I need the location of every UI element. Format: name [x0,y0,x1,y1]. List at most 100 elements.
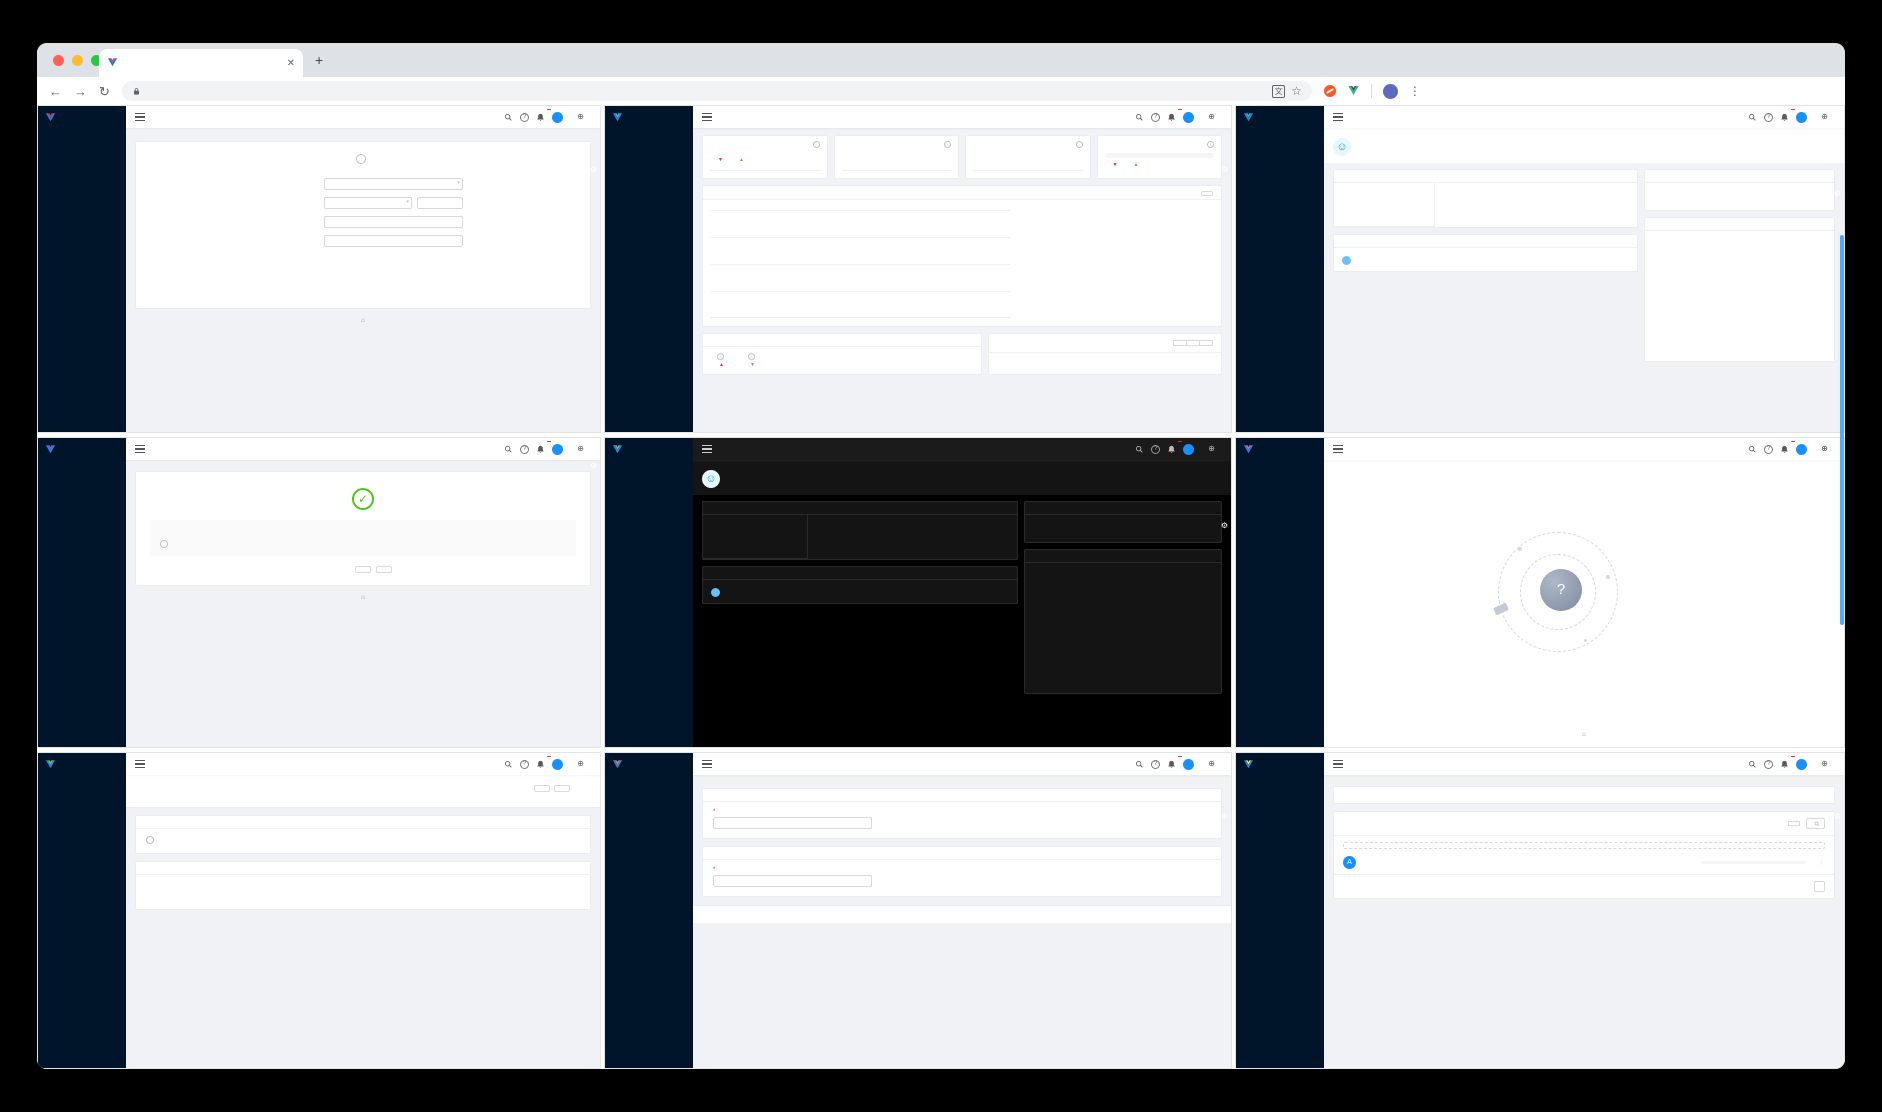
date-range-picker[interactable] [1201,191,1213,196]
add-item-button[interactable] [1343,842,1825,849]
menu-collapse-icon[interactable] [1333,760,1343,768]
browser-profile-avatar[interactable] [1382,83,1398,99]
amount-input[interactable] [324,235,463,247]
app-logo[interactable] [605,106,693,130]
user-avatar[interactable] [1796,443,1808,455]
search-icon[interactable] [1748,445,1757,454]
pagination-page[interactable] [1814,881,1825,892]
main-action-button[interactable] [574,785,590,792]
theme-settings-gear[interactable]: ⚙ [1218,809,1231,824]
project-card[interactable] [703,515,808,559]
search-icon[interactable] [1135,113,1144,122]
app-logo[interactable] [1236,106,1324,130]
notification-bell-icon[interactable] [536,440,552,454]
menu-collapse-icon[interactable] [135,113,145,121]
language-icon[interactable]: ⊕ [1208,759,1215,768]
help-icon[interactable]: ? [1151,112,1161,122]
menu-collapse-icon[interactable] [702,113,712,121]
channel-online-button[interactable] [1186,340,1200,346]
theme-settings-gear[interactable]: ⚙ [1218,518,1231,533]
notification-bell-icon[interactable] [536,755,552,769]
vue-devtools-icon[interactable] [1347,85,1360,97]
language-icon[interactable]: ⊕ [1821,112,1828,121]
search-icon[interactable] [1135,760,1144,769]
print-button[interactable] [376,566,392,573]
search-icon[interactable] [504,113,513,122]
receiver-account-input[interactable] [417,197,463,209]
browser-menu-icon[interactable]: ⋮ [1408,84,1421,98]
app-logo[interactable] [605,753,693,777]
extension-icon[interactable] [1323,85,1336,97]
menu-collapse-icon[interactable] [1333,113,1343,121]
notification-bell-icon[interactable] [1780,440,1796,454]
user-avatar[interactable] [1183,443,1195,455]
payment-account-select[interactable] [324,178,463,190]
language-icon[interactable]: ⊕ [1821,444,1828,453]
form-input[interactable] [713,817,873,829]
user-avatar[interactable] [1796,758,1808,770]
help-icon[interactable]: ? [520,759,530,769]
window-controls[interactable] [53,55,102,66]
filter-button[interactable] [1788,821,1800,826]
sidebar-menu-item[interactable] [1236,780,1324,797]
forward-icon[interactable]: → [74,83,87,99]
sidebar-menu-item[interactable] [38,780,126,797]
sidebar-menu-item[interactable] [605,780,693,797]
receiver-type-select[interactable] [324,197,412,209]
notification-bell-icon[interactable] [1780,108,1796,122]
app-logo[interactable] [38,106,126,130]
bookmark-star-icon[interactable]: ☆ [1291,84,1302,98]
theme-settings-gear[interactable]: ⚙ [1831,186,1844,201]
user-avatar[interactable] [1183,758,1195,770]
help-icon[interactable]: ? [1764,112,1774,122]
search-icon[interactable] [1748,760,1757,769]
language-icon[interactable]: ⊕ [1208,444,1215,453]
add-button[interactable] [1033,532,1041,535]
form-input[interactable] [713,875,873,887]
help-icon[interactable]: ? [1151,759,1161,769]
user-avatar[interactable] [552,758,564,770]
notification-bell-icon[interactable] [1780,755,1796,769]
app-logo[interactable] [1236,753,1324,777]
theme-settings-gear[interactable]: ⚙ [587,458,600,473]
search-icon[interactable] [504,760,513,769]
address-bar[interactable]: 文 ☆ [121,81,1312,101]
back-icon[interactable]: ← [49,83,62,99]
sidebar-menu-item[interactable] [605,465,693,482]
user-avatar[interactable] [1796,111,1808,123]
user-avatar[interactable] [1183,111,1195,123]
menu-collapse-icon[interactable] [135,445,145,453]
notification-bell-icon[interactable] [1167,108,1183,122]
tab-close-icon[interactable]: ✕ [286,57,295,69]
language-icon[interactable]: ⊕ [577,112,584,121]
app-logo[interactable] [1236,438,1324,462]
help-icon[interactable]: ? [1764,444,1774,454]
language-icon[interactable]: ⊕ [577,759,584,768]
back-to-list-button[interactable] [334,566,350,573]
search-icon[interactable] [1135,445,1144,454]
sidebar-menu-item[interactable] [38,465,126,482]
language-icon[interactable]: ⊕ [577,444,584,453]
app-logo[interactable] [38,753,126,777]
search-icon[interactable] [504,445,513,454]
theme-settings-gear[interactable]: ⚙ [1831,809,1844,824]
sidebar-menu-item[interactable] [605,133,693,150]
help-icon[interactable]: ? [1151,444,1161,454]
theme-settings-gear[interactable]: ⚙ [587,162,600,177]
help-icon[interactable]: ? [1764,759,1774,769]
theme-settings-gear[interactable]: ⚙ [1218,162,1231,177]
sidebar-menu-item[interactable] [38,133,126,150]
channel-store-button[interactable] [1199,340,1213,346]
submit-button[interactable] [1205,911,1221,918]
new-tab-button[interactable]: + [315,52,324,68]
list-item[interactable]: A | [1334,851,1834,875]
minimize-window-button[interactable] [72,55,83,66]
page-scrollbar[interactable] [1840,235,1844,625]
notification-bell-icon[interactable] [1167,755,1183,769]
action-button[interactable] [554,785,570,792]
list-search-input[interactable] [1806,818,1825,829]
browser-tab[interactable]: ✕ [99,49,303,77]
receiver-name-input[interactable] [324,216,463,228]
view-project-button[interactable] [355,566,371,573]
menu-collapse-icon[interactable] [1333,445,1343,453]
